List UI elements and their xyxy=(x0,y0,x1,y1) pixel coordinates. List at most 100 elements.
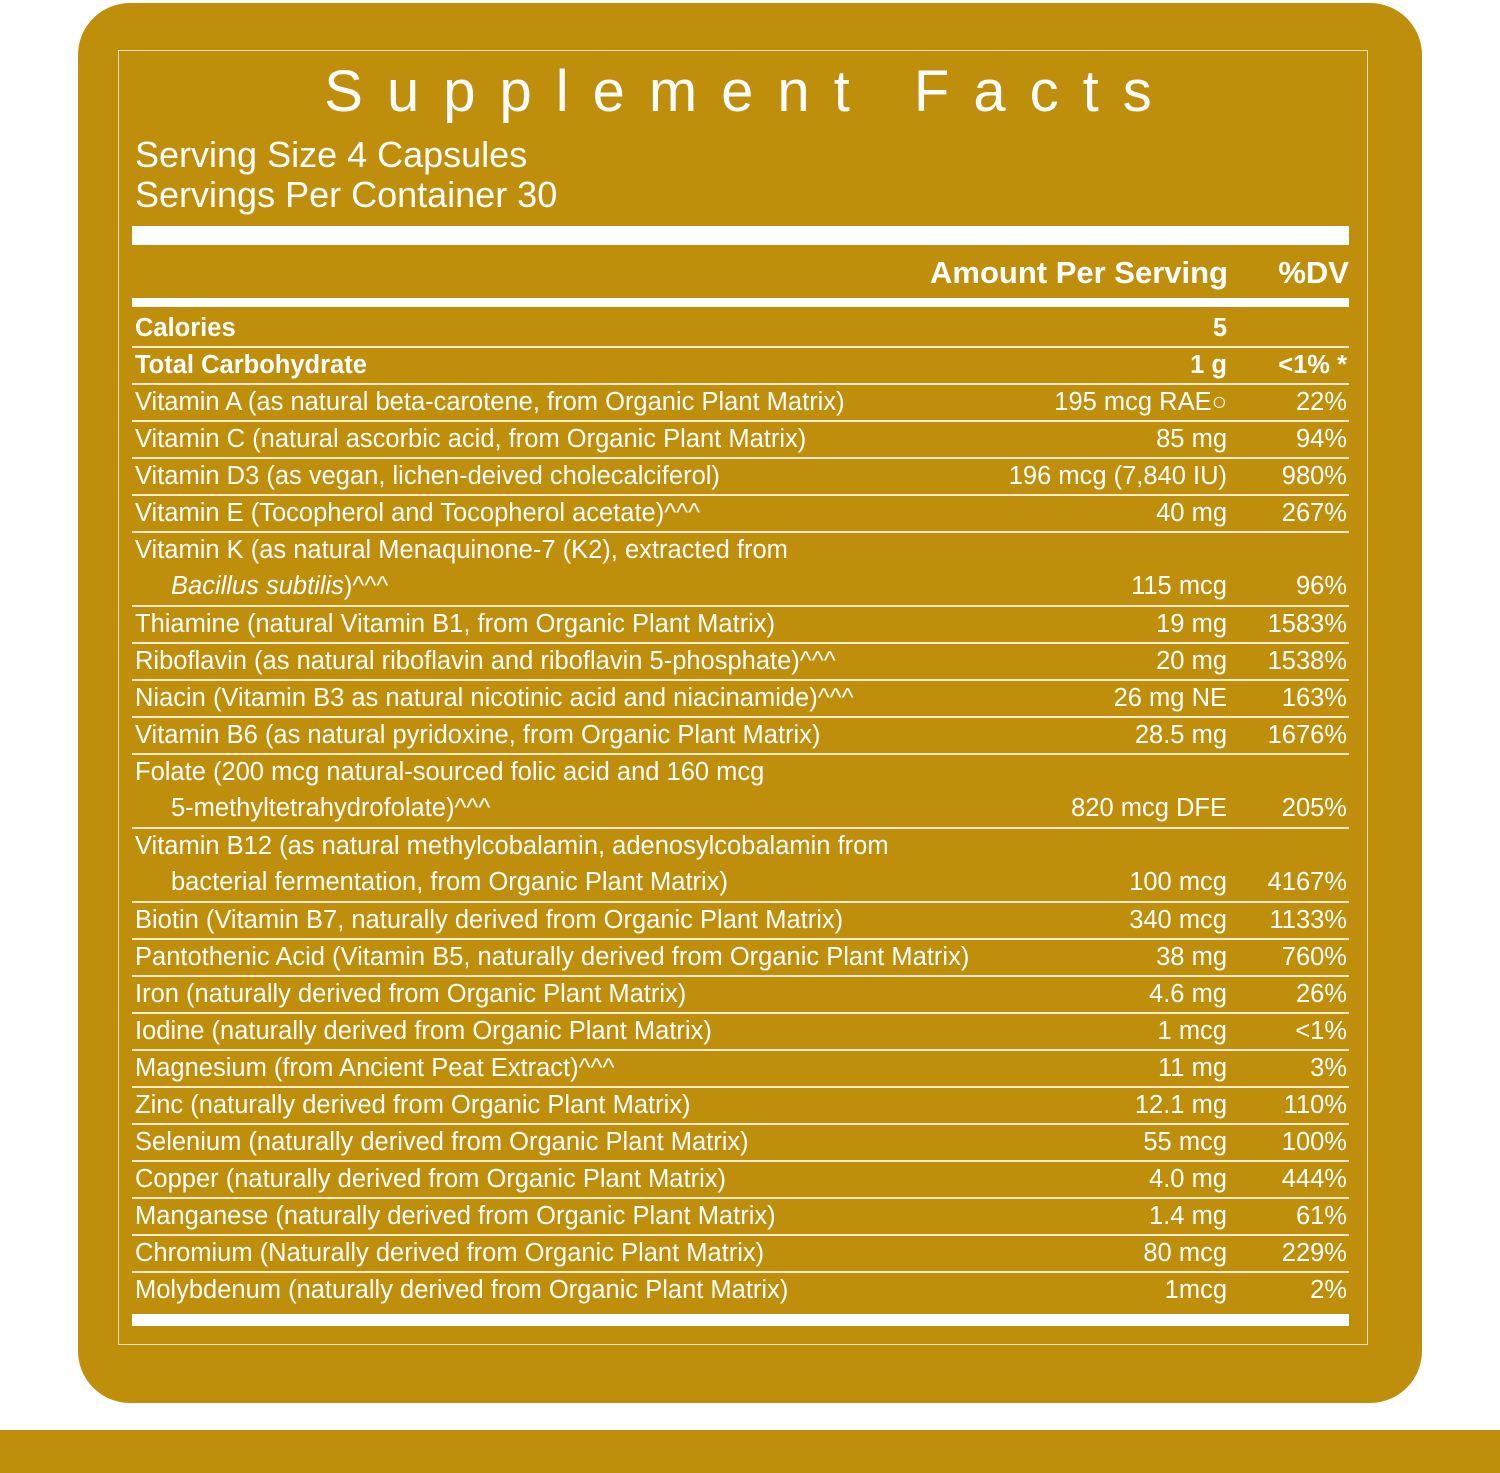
nutrient-dv: 267% xyxy=(1281,499,1347,527)
nutrient-row: Vitamin K (as natural Menaquinone-7 (K2)… xyxy=(132,533,1349,607)
nutrient-name: Zinc (naturally derived from Organic Pla… xyxy=(135,1091,691,1119)
nutrient-name: Pantothenic Acid (Vitamin B5, naturally … xyxy=(135,943,970,971)
nutrient-name-continued: 5-methyltetrahydrofolate)^^^ xyxy=(171,791,490,826)
supplement-facts-panel: Supplement Facts Serving Size 4 Capsules… xyxy=(78,3,1422,1403)
nutrient-name: Vitamin A (as natural beta-carotene, fro… xyxy=(135,388,845,416)
nutrient-row: Manganese (naturally derived from Organi… xyxy=(132,1199,1349,1236)
nutrient-name: Calories xyxy=(135,314,236,342)
nutrient-dv: 100% xyxy=(1281,1128,1347,1156)
nutrient-amount: 38 mg xyxy=(1156,943,1227,971)
nutrient-dv: 26% xyxy=(1295,980,1347,1008)
nutrient-dv: 205% xyxy=(1281,794,1347,822)
nutrient-name: Vitamin B6 (as natural pyridoxine, from … xyxy=(135,721,821,749)
nutrient-name: Iron (naturally derived from Organic Pla… xyxy=(135,980,687,1008)
nutrient-row: Riboflavin (as natural riboflavin and ri… xyxy=(132,644,1349,681)
nutrient-dv: <1% xyxy=(1295,1017,1347,1045)
nutrient-name-continued: Bacillus subtilis)^^^ xyxy=(171,569,388,604)
header-amount-per-serving: Amount Per Serving xyxy=(930,255,1228,290)
nutrient-row: Vitamin C (natural ascorbic acid, from O… xyxy=(132,422,1349,459)
nutrient-name: Selenium (naturally derived from Organic… xyxy=(135,1128,749,1156)
nutrient-name: Molybdenum (naturally derived from Organ… xyxy=(135,1276,789,1304)
nutrient-row: Molybdenum (naturally derived from Organ… xyxy=(132,1273,1349,1308)
nutrient-dv: 1538% xyxy=(1267,647,1347,675)
nutrient-dv: 980% xyxy=(1281,462,1347,490)
nutrient-amount: 26 mg NE xyxy=(1113,684,1227,712)
nutrient-row: Chromium (Naturally derived from Organic… xyxy=(132,1236,1349,1273)
nutrient-row: Iron (naturally derived from Organic Pla… xyxy=(132,977,1349,1014)
nutrient-amount: 20 mg xyxy=(1156,647,1227,675)
nutrient-row: Vitamin D3 (as vegan, lichen-deived chol… xyxy=(132,459,1349,496)
nutrient-dv: 2% xyxy=(1310,1276,1347,1304)
nutrient-amount: 1 mcg xyxy=(1157,1017,1227,1045)
nutrient-amount: 55 mcg xyxy=(1143,1128,1227,1156)
nutrient-row: Niacin (Vitamin B3 as natural nicotinic … xyxy=(132,681,1349,718)
nutrient-row: Folate (200 mcg natural-sourced folic ac… xyxy=(132,755,1349,829)
nutrient-name: Thiamine (natural Vitamin B1, from Organ… xyxy=(135,610,776,638)
nutrient-amount: 28.5 mg xyxy=(1134,721,1227,749)
nutrient-amount: 19 mg xyxy=(1156,610,1227,638)
nutrient-row: Selenium (naturally derived from Organic… xyxy=(132,1125,1349,1162)
nutrient-name: Vitamin K (as natural Menaquinone-7 (K2)… xyxy=(135,536,788,564)
nutrient-row: Vitamin B12 (as natural methylcobalamin,… xyxy=(132,829,1349,903)
serving-size: Serving Size 4 Capsules xyxy=(135,134,528,175)
nutrient-dv: 4167% xyxy=(1267,868,1347,896)
nutrient-dv: 110% xyxy=(1283,1091,1347,1119)
nutrient-row: Magnesium (from Ancient Peat Extract)^^^… xyxy=(132,1051,1349,1088)
nutrient-name-continued-text: bacterial fermentation, from Organic Pla… xyxy=(171,868,728,896)
nutrient-row: Vitamin E (Tocopherol and Tocopherol ace… xyxy=(132,496,1349,533)
nutrient-amount: 12.1 mg xyxy=(1134,1091,1227,1119)
nutrient-amount: 40 mg xyxy=(1156,499,1227,527)
nutrient-amount: 4.6 mg xyxy=(1149,980,1227,1008)
nutrient-row: Thiamine (natural Vitamin B1, from Organ… xyxy=(132,607,1349,644)
nutrient-name-italic: Bacillus subtilis xyxy=(171,572,344,600)
nutrient-dv: 1583% xyxy=(1267,610,1347,638)
nutrient-name-continued-text: )^^^ xyxy=(343,572,389,600)
nutrient-name: Biotin (Vitamin B7, naturally derived fr… xyxy=(135,906,844,934)
nutrient-dv: 61% xyxy=(1295,1202,1347,1230)
nutrient-amount: 4.0 mg xyxy=(1149,1165,1227,1193)
nutrient-name-continued: bacterial fermentation, from Organic Pla… xyxy=(171,865,728,900)
nutrient-row: Biotin (Vitamin B7, naturally derived fr… xyxy=(132,903,1349,940)
nutrient-amount: 80 mcg xyxy=(1143,1239,1227,1267)
thick-divider-bottom xyxy=(132,1314,1349,1326)
nutrient-row: Zinc (naturally derived from Organic Pla… xyxy=(132,1088,1349,1125)
nutrient-name: Iodine (naturally derived from Organic P… xyxy=(135,1017,712,1045)
nutrient-amount: 1.4 mg xyxy=(1149,1202,1227,1230)
nutrient-amount: 340 mcg xyxy=(1129,906,1227,934)
nutrient-row: Vitamin B6 (as natural pyridoxine, from … xyxy=(132,718,1349,755)
nutrient-dv: 94% xyxy=(1295,425,1347,453)
nutrient-name: Vitamin D3 (as vegan, lichen-deived chol… xyxy=(135,462,720,490)
nutrient-dv: 96% xyxy=(1295,572,1347,600)
nutrient-row: Total Carbohydrate 1 g <1% * xyxy=(132,348,1349,385)
nutrient-name: Folate (200 mcg natural-sourced folic ac… xyxy=(135,758,765,786)
nutrient-row: Pantothenic Acid (Vitamin B5, naturally … xyxy=(132,940,1349,977)
header-divider xyxy=(132,298,1349,307)
nutrient-amount: 85 mg xyxy=(1156,425,1227,453)
nutrient-dv: 3% xyxy=(1310,1054,1347,1082)
nutrient-row: Calories 5 xyxy=(132,311,1349,348)
nutrient-amount: 195 mcg RAE○ xyxy=(1054,388,1227,416)
nutrient-amount: 115 mcg xyxy=(1131,572,1227,600)
thick-divider-top xyxy=(132,226,1349,245)
nutrient-amount: 11 mg xyxy=(1158,1054,1227,1082)
nutrient-amount: 5 xyxy=(1212,314,1227,342)
nutrient-amount: 100 mcg xyxy=(1129,868,1227,896)
nutrient-dv: 229% xyxy=(1281,1239,1347,1267)
nutrient-amount: 1 g xyxy=(1190,351,1227,379)
panel-title: Supplement Facts xyxy=(324,59,1176,124)
nutrient-name: Total Carbohydrate xyxy=(135,351,367,379)
nutrient-name: Manganese (naturally derived from Organi… xyxy=(135,1202,776,1230)
nutrient-dv: 1133% xyxy=(1269,906,1347,934)
nutrient-name: Riboflavin (as natural riboflavin and ri… xyxy=(135,647,836,675)
nutrient-name-continued-text: 5-methyltetrahydrofolate)^^^ xyxy=(171,794,491,822)
nutrient-dv: 760% xyxy=(1281,943,1347,971)
nutrient-dv: <1% * xyxy=(1278,351,1347,379)
nutrient-name: Chromium (Naturally derived from Organic… xyxy=(135,1239,765,1267)
nutrient-dv: 22% xyxy=(1295,388,1347,416)
inner-border-frame xyxy=(118,50,1368,1345)
nutrient-row: Iodine (naturally derived from Organic P… xyxy=(132,1014,1349,1051)
header-percent-dv: %DV xyxy=(1278,255,1349,290)
nutrient-row: Vitamin A (as natural beta-carotene, fro… xyxy=(132,385,1349,422)
servings-per-container: Servings Per Container 30 xyxy=(135,174,558,215)
nutrient-amount: 196 mcg (7,840 IU) xyxy=(1008,462,1227,490)
